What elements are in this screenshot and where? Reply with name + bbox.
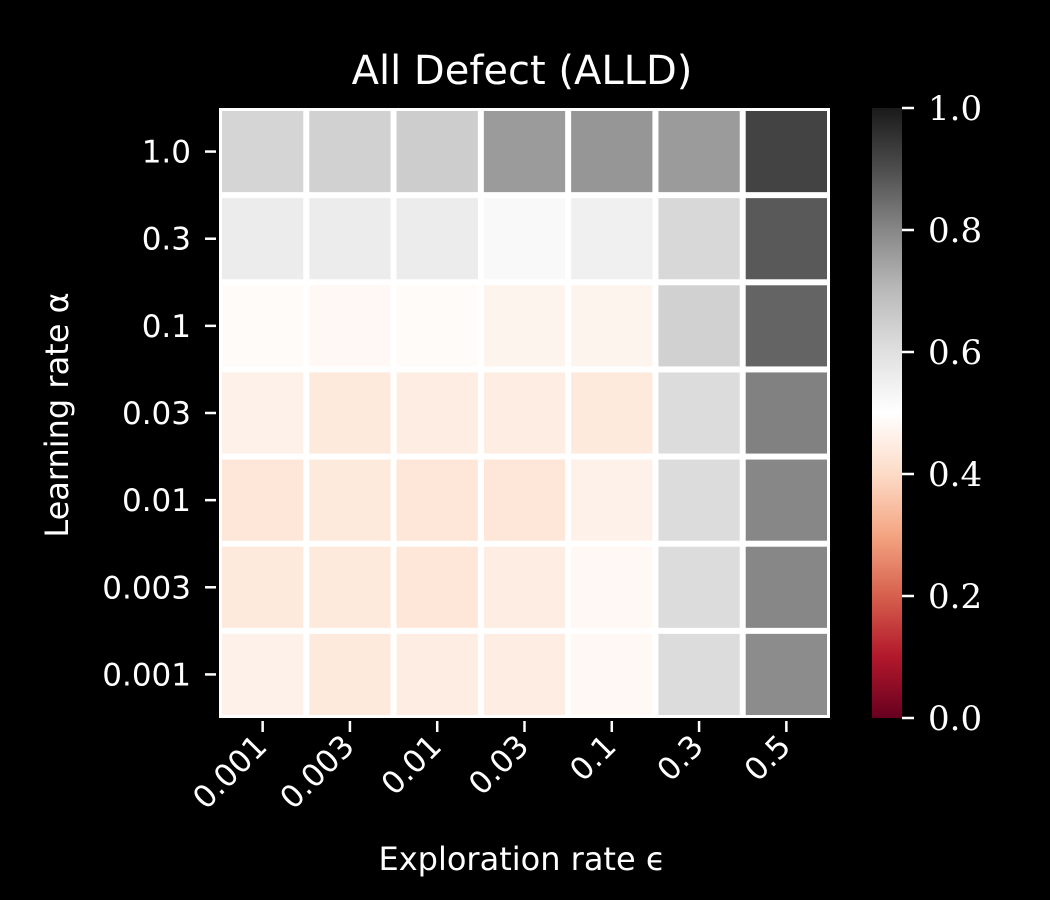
x-tick-label: 0.003 bbox=[273, 728, 361, 816]
heatmap-cell bbox=[745, 285, 827, 367]
heatmap-cell bbox=[745, 372, 827, 454]
y-axis-label: Learning rate α bbox=[38, 292, 76, 537]
heatmap-cell bbox=[745, 633, 827, 715]
heatmap-cell bbox=[396, 111, 478, 193]
heatmap-cell bbox=[658, 546, 740, 628]
chart-title: All Defect (ALLD) bbox=[352, 48, 693, 94]
heatmap-cell bbox=[222, 459, 304, 541]
y-tick-label: 0.01 bbox=[122, 483, 191, 519]
heatmap-cell bbox=[483, 285, 566, 367]
y-tick-label: 0.1 bbox=[142, 309, 191, 345]
heatmap-cell bbox=[571, 111, 653, 193]
heatmap-cell bbox=[658, 198, 740, 280]
colorbar: 0.0 0.2 0.4 0.6 0.8 1.0 bbox=[872, 89, 982, 739]
heatmap-cell bbox=[222, 546, 304, 628]
heatmap-cell bbox=[658, 372, 740, 454]
x-axis-label: Exploration rate ϵ bbox=[378, 840, 665, 878]
y-tick-label: 0.001 bbox=[102, 657, 191, 693]
y-axis: 1.0 0.3 0.1 0.03 0.01 0.003 0.001 bbox=[102, 135, 216, 693]
heatmap-cell bbox=[571, 198, 653, 280]
heatmap-cell bbox=[571, 459, 653, 541]
x-tick-label: 0.3 bbox=[650, 728, 710, 788]
heatmap-cell bbox=[309, 198, 391, 280]
x-tick-label: 0.001 bbox=[186, 728, 274, 816]
y-tick-label: 0.03 bbox=[122, 396, 191, 432]
heatmap-cell bbox=[745, 546, 827, 628]
heatmap-cell bbox=[309, 372, 391, 454]
x-tick-label: 0.5 bbox=[738, 728, 798, 788]
heatmap-cell bbox=[745, 111, 827, 193]
heatmap-cell bbox=[483, 633, 566, 715]
heatmap-cell bbox=[309, 546, 391, 628]
y-tick-label: 1.0 bbox=[142, 135, 191, 171]
colorbar-tick-label: 0.0 bbox=[928, 699, 982, 739]
heatmap-cell bbox=[396, 372, 478, 454]
colorbar-tick-label: 0.8 bbox=[928, 211, 982, 251]
heatmap-cell bbox=[745, 198, 827, 280]
heatmap-cell bbox=[483, 546, 566, 628]
heatmap-cell bbox=[658, 459, 740, 541]
heatmap-cell bbox=[222, 198, 304, 280]
heatmap-cell bbox=[571, 372, 653, 454]
heatmap-cell bbox=[309, 111, 391, 193]
heatmap-cell bbox=[658, 285, 740, 367]
heatmap-cells bbox=[222, 111, 827, 715]
heatmap-cell bbox=[396, 285, 478, 367]
colorbar-tick-label: 0.6 bbox=[928, 333, 982, 373]
heatmap-cell bbox=[483, 198, 566, 280]
heatmap-cell bbox=[396, 198, 478, 280]
x-tick-label: 0.03 bbox=[462, 728, 536, 802]
heatmap-cell bbox=[571, 546, 653, 628]
heatmap-cell bbox=[222, 111, 304, 193]
heatmap-cell bbox=[309, 459, 391, 541]
heatmap-cell bbox=[222, 372, 304, 454]
heatmap-cell bbox=[571, 633, 653, 715]
heatmap-cell bbox=[483, 372, 566, 454]
colorbar-tick-label: 0.4 bbox=[928, 455, 982, 495]
heatmap-cell bbox=[483, 459, 566, 541]
colorbar-gradient bbox=[872, 108, 902, 718]
heatmap-cell bbox=[222, 285, 304, 367]
heatmap-cell bbox=[396, 546, 478, 628]
y-tick-label: 0.003 bbox=[102, 570, 191, 606]
heatmap-cell bbox=[658, 633, 740, 715]
heatmap-cell bbox=[222, 633, 304, 715]
heatmap-cell bbox=[309, 633, 391, 715]
x-tick-label: 0.1 bbox=[563, 728, 623, 788]
x-axis: 0.001 0.003 0.01 0.03 0.1 0.3 0.5 bbox=[186, 721, 798, 816]
heatmap-cell bbox=[396, 459, 478, 541]
colorbar-tick-label: 1.0 bbox=[928, 89, 982, 129]
heatmap-cell bbox=[483, 111, 566, 193]
heatmap-cell bbox=[396, 633, 478, 715]
heatmap-cell bbox=[571, 285, 653, 367]
y-tick-label: 0.3 bbox=[142, 222, 191, 258]
heatmap-cell bbox=[309, 285, 391, 367]
heatmap-cell bbox=[745, 459, 827, 541]
colorbar-tick-label: 0.2 bbox=[928, 577, 982, 617]
heatmap-cell bbox=[658, 111, 740, 193]
x-tick-label: 0.01 bbox=[375, 728, 449, 802]
colorbar-ticks: 0.0 0.2 0.4 0.6 0.8 1.0 bbox=[902, 89, 982, 739]
